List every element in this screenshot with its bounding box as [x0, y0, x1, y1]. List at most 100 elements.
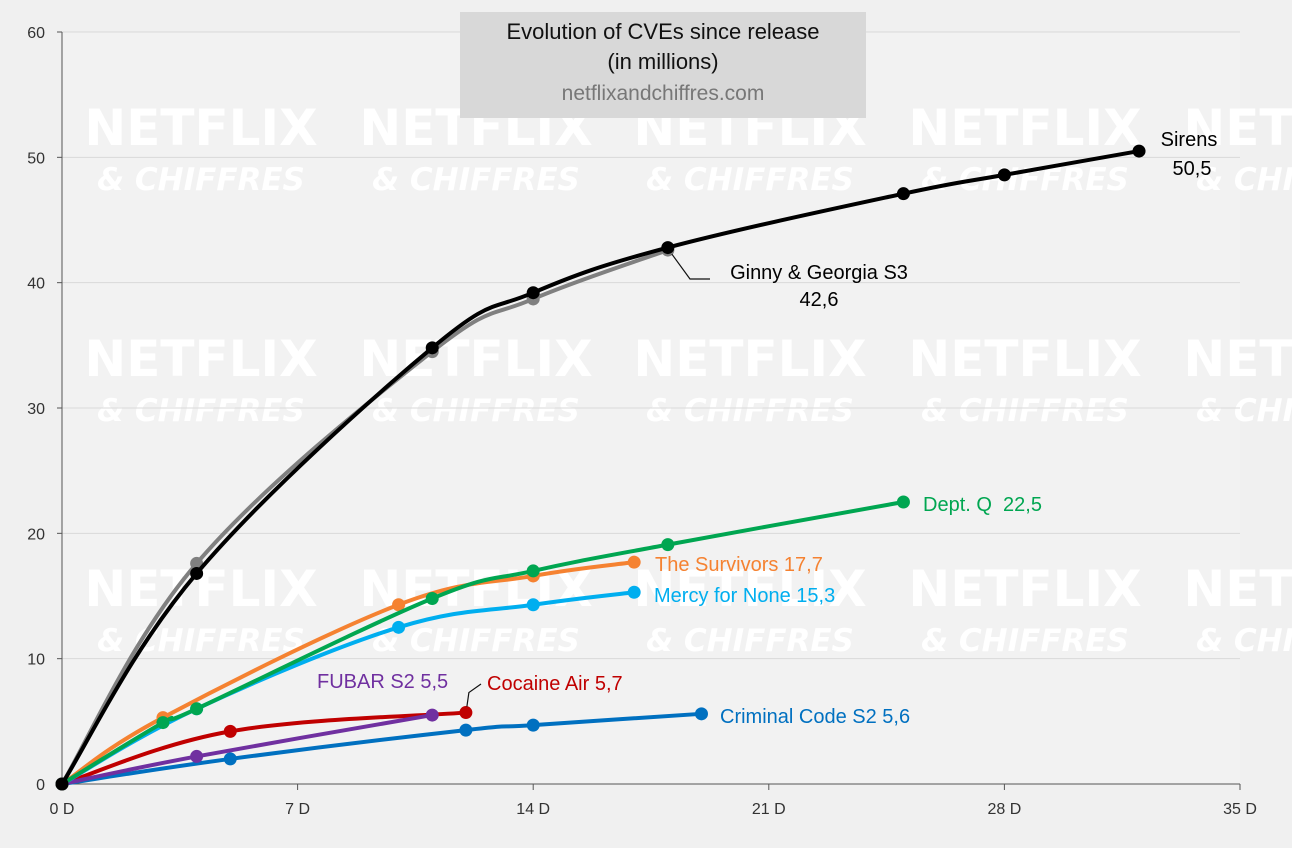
- x-tick-label: 7 D: [285, 801, 310, 818]
- watermark-text: NETFLIX: [84, 330, 317, 388]
- watermark-text: & CHIFFRES: [921, 162, 1129, 198]
- watermark-text: & CHIFFRES: [921, 623, 1129, 659]
- watermark-text: NETFLIX: [908, 330, 1141, 388]
- watermark-text: & CHIFFRES: [921, 393, 1129, 429]
- data-point: [190, 749, 204, 763]
- series-value-label: 50,5: [1173, 158, 1212, 180]
- data-point: [223, 752, 237, 766]
- chart-subtitle: (in millions): [607, 49, 719, 74]
- data-point: [459, 723, 473, 737]
- watermark-text: & CHIFFRES: [1196, 393, 1292, 429]
- y-tick-label: 20: [27, 526, 45, 543]
- data-point: [223, 724, 237, 738]
- data-point: [156, 716, 170, 730]
- series-value-label: 5,5: [415, 671, 448, 693]
- y-tick-label: 0: [36, 777, 45, 794]
- chart-source: netflixandchiffres.com: [561, 82, 765, 105]
- series-criminal-code-s2: [55, 707, 708, 791]
- watermark-text: & CHIFFRES: [1196, 623, 1292, 659]
- data-point: [526, 286, 540, 300]
- watermark-text: & CHIFFRES: [372, 162, 580, 198]
- data-point: [425, 341, 439, 355]
- watermark-text: NETFLIX: [633, 330, 866, 388]
- x-tick-label: 14 D: [516, 801, 550, 818]
- data-point: [425, 708, 439, 722]
- series-line: [60, 713, 435, 786]
- label-leader-line: [671, 253, 710, 280]
- series-name-label: Sirens: [1161, 129, 1218, 151]
- watermark-text: & CHIFFRES: [372, 393, 580, 429]
- data-point: [896, 187, 910, 201]
- watermark-text: NETFLIX: [84, 99, 317, 157]
- watermark-text: NETFLIX: [908, 560, 1141, 618]
- series-name-label: Dept. Q: [923, 494, 992, 516]
- data-point: [392, 598, 406, 612]
- series-line: [60, 560, 637, 786]
- data-point: [392, 620, 406, 634]
- series-name-label: Cocaine Air: [487, 673, 590, 695]
- watermark-text: NETFLIX: [633, 560, 866, 618]
- gridlines: [62, 31, 1240, 660]
- watermark-text: NETFLIX: [1183, 560, 1292, 618]
- watermark-text: NETFLIX: [1183, 99, 1292, 157]
- watermark-text: & CHIFFRES: [646, 162, 854, 198]
- series-end-label: Criminal Code S2 5,6: [720, 706, 910, 728]
- series-end-label: Dept. Q 22,5: [923, 494, 1042, 516]
- data-point: [526, 718, 540, 732]
- label-leader-line: [466, 683, 482, 707]
- y-tick-label: 40: [27, 276, 45, 293]
- watermark-text: NETFLIX: [1183, 330, 1292, 388]
- data-point: [627, 555, 641, 569]
- data-point: [526, 598, 540, 612]
- series-line: [60, 711, 704, 786]
- series-name-label: Mercy for None: [654, 585, 791, 607]
- watermark-text: & CHIFFRES: [97, 623, 305, 659]
- data-point: [55, 777, 69, 791]
- series-end-label: Mercy for None 15,3: [654, 585, 835, 607]
- series-name-label: Ginny & Georgia S3: [730, 262, 908, 284]
- x-tick-label: 35 D: [1223, 801, 1257, 818]
- series-end-label: Cocaine Air 5,7: [487, 673, 623, 695]
- y-tick-label: 50: [27, 150, 45, 167]
- series-value-label: 42,6: [800, 289, 839, 311]
- data-point: [627, 585, 641, 599]
- watermark-text: & CHIFFRES: [97, 393, 305, 429]
- series-end-label: FUBAR S2 5,5: [317, 671, 448, 693]
- x-tick-label: 21 D: [752, 801, 786, 818]
- data-point: [190, 702, 204, 716]
- series-sirens: [55, 144, 1146, 791]
- x-tick-label: 0 D: [50, 801, 75, 818]
- data-point: [1132, 144, 1146, 158]
- data-point: [997, 168, 1011, 182]
- watermark-text: NETFLIX: [908, 99, 1141, 157]
- chart-title: Evolution of CVEs since release: [506, 19, 820, 44]
- y-tick-label: 60: [27, 25, 45, 42]
- series-layer: [55, 144, 1146, 791]
- watermark-text: & CHIFFRES: [646, 393, 854, 429]
- x-tick-label: 28 D: [988, 801, 1022, 818]
- series-value-label: 17,7: [778, 554, 822, 576]
- title-box: Evolution of CVEs since release (in mill…: [460, 12, 866, 118]
- data-point: [661, 241, 675, 255]
- watermark-text: & CHIFFRES: [1196, 162, 1292, 198]
- series-name-label: FUBAR S2: [317, 671, 415, 693]
- data-point: [190, 566, 204, 580]
- watermark-text: & CHIFFRES: [646, 623, 854, 659]
- data-point: [661, 538, 675, 552]
- y-tick-label: 10: [27, 652, 45, 669]
- watermark-text: & CHIFFRES: [372, 623, 580, 659]
- series-value-label: 15,3: [791, 585, 835, 607]
- series-name-label: The Survivors: [655, 554, 778, 576]
- series-labels: Sirens 50,5 Ginny & Georgia S3 42,6 Dept. Q …: [317, 129, 1217, 728]
- watermark-layer: NETFLIX & CHIFFRES NETFLIX & CHIFFRES NETFLI…: [84, 99, 1292, 659]
- watermark-text: & CHIFFRES: [97, 162, 305, 198]
- series-name-label: Criminal Code S2: [720, 706, 877, 728]
- series-value-label: 5,7: [589, 673, 622, 695]
- data-point: [694, 707, 708, 721]
- data-point: [459, 706, 473, 720]
- series-value-label: 22,5: [992, 494, 1042, 516]
- data-point: [526, 564, 540, 578]
- series-end-label: The Survivors 17,7: [655, 554, 823, 576]
- y-tick-label: 30: [27, 401, 45, 418]
